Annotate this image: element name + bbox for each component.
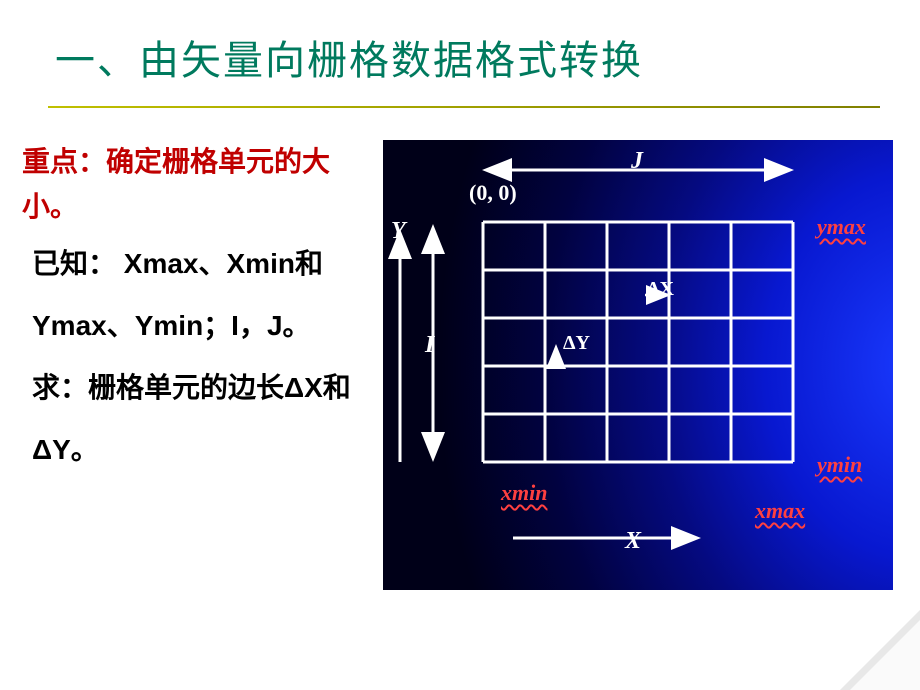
title-area: 一、由矢量向栅格数据格式转换	[0, 0, 920, 94]
title-underline	[48, 106, 880, 108]
diagram-svg	[383, 140, 893, 590]
grid-lines	[483, 222, 793, 462]
origin-label: (0, 0)	[469, 180, 517, 206]
text-column: 重点：确定栅格单元的大小。 已知： Xmax、Xmin和 Ymax、Ymin；I…	[0, 140, 375, 590]
slide-title: 一、由矢量向栅格数据格式转换	[55, 28, 920, 86]
page-curl-icon	[840, 610, 920, 690]
i-label: I	[425, 332, 434, 359]
ymax-label: ymax	[817, 214, 866, 240]
emphasis-text: 重点：确定栅格单元的大小。	[22, 140, 365, 230]
x-label: X	[625, 528, 641, 555]
solve-line-2: ΔY。	[22, 422, 365, 478]
solve-line-1: 求：栅格单元的边长ΔX和	[22, 360, 365, 416]
given-line-2: Ymax、Ymin；I，J。	[22, 298, 365, 354]
given-line-1: 已知： Xmax、Xmin和	[22, 236, 365, 292]
xmin-label: xmin	[501, 480, 547, 506]
xmax-label: xmax	[755, 498, 805, 524]
deltax-label: ΔX	[647, 278, 674, 301]
content-area: 重点：确定栅格单元的大小。 已知： Xmax、Xmin和 Ymax、Ymin；I…	[0, 140, 920, 590]
j-label: J	[631, 148, 643, 175]
ymin-label: ymin	[817, 452, 862, 478]
y-label: Y	[391, 218, 406, 245]
diagram-panel: (0, 0) J I Y X ΔX ΔY ymax ymin xmin xmax	[383, 140, 893, 590]
deltay-label: ΔY	[563, 332, 590, 355]
